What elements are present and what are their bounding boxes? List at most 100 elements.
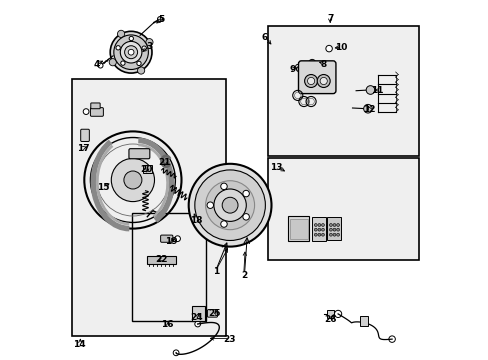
Circle shape — [388, 336, 394, 342]
FancyBboxPatch shape — [91, 103, 100, 109]
Text: 13: 13 — [269, 163, 282, 172]
Text: 6: 6 — [261, 33, 267, 42]
Circle shape — [243, 190, 249, 197]
Circle shape — [130, 163, 135, 167]
FancyBboxPatch shape — [90, 108, 103, 116]
Circle shape — [121, 61, 125, 65]
Bar — [132, 213, 205, 321]
Circle shape — [173, 350, 179, 356]
Circle shape — [332, 228, 335, 231]
Circle shape — [98, 63, 103, 68]
Circle shape — [336, 233, 339, 236]
Circle shape — [317, 233, 320, 236]
Circle shape — [304, 75, 317, 87]
Circle shape — [222, 197, 238, 213]
Text: 19: 19 — [165, 238, 178, 246]
Circle shape — [308, 59, 315, 67]
Text: 18: 18 — [189, 216, 202, 225]
Circle shape — [137, 67, 144, 74]
Text: 23: 23 — [223, 335, 235, 343]
Text: 10: 10 — [335, 43, 347, 52]
Text: 17: 17 — [77, 144, 89, 153]
Circle shape — [336, 228, 339, 231]
Circle shape — [196, 316, 201, 321]
Circle shape — [334, 310, 341, 318]
Circle shape — [142, 151, 147, 156]
Text: 4: 4 — [94, 60, 100, 69]
Circle shape — [145, 39, 153, 46]
FancyBboxPatch shape — [129, 149, 149, 159]
Circle shape — [332, 224, 335, 226]
Circle shape — [111, 158, 154, 202]
Text: 12: 12 — [363, 105, 375, 114]
Circle shape — [314, 233, 317, 236]
Text: 1: 1 — [212, 267, 218, 276]
Bar — [326, 310, 333, 318]
Circle shape — [206, 202, 213, 208]
Circle shape — [329, 228, 332, 231]
Bar — [289, 219, 307, 239]
Text: 11: 11 — [371, 86, 383, 95]
Circle shape — [243, 213, 249, 220]
Bar — [267, 158, 418, 260]
Bar — [311, 217, 325, 241]
Circle shape — [307, 77, 314, 85]
Circle shape — [329, 233, 332, 236]
Circle shape — [329, 224, 332, 226]
Text: 26: 26 — [324, 315, 336, 324]
Bar — [72, 79, 225, 336]
Text: 16: 16 — [161, 320, 173, 329]
FancyBboxPatch shape — [298, 61, 335, 94]
Circle shape — [317, 75, 329, 87]
Text: 3: 3 — [146, 42, 152, 51]
Circle shape — [109, 59, 116, 66]
Circle shape — [115, 178, 120, 182]
Bar — [287, 216, 309, 241]
Circle shape — [114, 35, 148, 69]
Text: 25: 25 — [208, 309, 221, 318]
Circle shape — [142, 46, 146, 50]
FancyBboxPatch shape — [207, 310, 217, 317]
Text: 5: 5 — [158, 15, 164, 24]
Bar — [192, 306, 204, 321]
Circle shape — [336, 224, 339, 226]
Circle shape — [120, 41, 142, 63]
Circle shape — [124, 46, 137, 59]
Circle shape — [123, 171, 142, 189]
Circle shape — [213, 189, 246, 221]
Circle shape — [317, 228, 320, 231]
Circle shape — [116, 46, 120, 50]
Circle shape — [137, 61, 141, 66]
Circle shape — [314, 224, 317, 226]
Circle shape — [321, 224, 324, 226]
Circle shape — [194, 321, 200, 327]
Circle shape — [325, 45, 332, 52]
Circle shape — [332, 233, 335, 236]
Circle shape — [194, 170, 265, 240]
Bar — [147, 256, 176, 264]
Bar — [326, 217, 340, 240]
Circle shape — [83, 109, 89, 114]
Text: 7: 7 — [327, 14, 333, 23]
Circle shape — [295, 64, 299, 69]
Circle shape — [188, 164, 271, 247]
Circle shape — [174, 236, 180, 242]
Circle shape — [110, 31, 152, 73]
Circle shape — [321, 233, 324, 236]
Bar — [267, 26, 418, 156]
Text: 15: 15 — [97, 184, 109, 192]
Circle shape — [145, 178, 150, 182]
Circle shape — [317, 224, 320, 226]
Text: 14: 14 — [73, 341, 86, 349]
Circle shape — [130, 193, 135, 197]
Circle shape — [363, 104, 371, 113]
Circle shape — [314, 228, 317, 231]
Circle shape — [157, 17, 162, 22]
Ellipse shape — [296, 66, 304, 72]
Circle shape — [220, 183, 227, 190]
Circle shape — [128, 49, 134, 55]
Text: 21: 21 — [158, 158, 170, 167]
Circle shape — [117, 30, 124, 37]
Text: 8: 8 — [320, 60, 326, 69]
Circle shape — [320, 77, 326, 85]
